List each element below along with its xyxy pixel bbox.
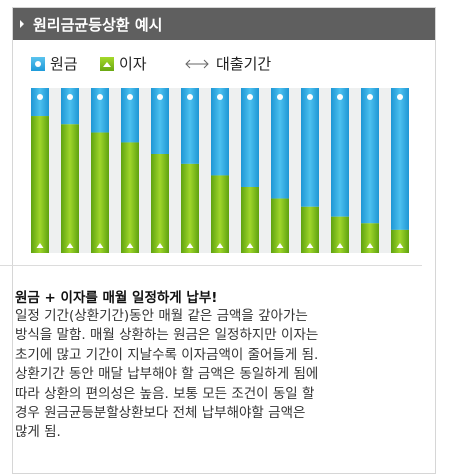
description-line: 상환기간 동안 매달 납부해야 할 금액은 동일하게 됨에 (15, 366, 319, 383)
interest-bar-segment (271, 198, 289, 253)
description-line: 초기에 많고 기간이 지날수록 이자금액이 줄어들게 됨. (15, 346, 319, 363)
principal-bar-segment (271, 88, 289, 199)
interest-bar-segment (361, 223, 379, 253)
principal-dot-icon (97, 94, 103, 100)
principal-dot-icon (187, 94, 193, 100)
bullet-triangle-icon (20, 20, 24, 28)
principal-bar-segment (241, 88, 259, 187)
interest-triangle-icon (306, 243, 314, 248)
legend-item-interest: 이자 (100, 53, 147, 74)
principal-swatch-icon (31, 56, 45, 71)
principal-dot-icon (307, 94, 313, 100)
principal-dot-icon (397, 94, 403, 100)
bar-6 (181, 88, 199, 253)
interest-bar-segment (91, 132, 109, 253)
legend-principal-label: 원금 (50, 55, 78, 73)
principal-bar-segment (361, 88, 379, 224)
principal-bar-segment (331, 88, 349, 217)
panel-title: 원리금균등상환 예시 (33, 16, 163, 34)
interest-bar-segment (31, 116, 49, 253)
panel-header: 원리금균등상환 예시 (13, 8, 435, 40)
principal-bar-segment (391, 88, 409, 230)
description-box: 원금 + 이자를 매월 일정하게 납부! 일정 기간(상환기간)동안 매월 같은… (0, 265, 422, 440)
interest-triangle-icon (66, 243, 74, 248)
principal-bar-segment (181, 88, 199, 164)
legend-interest-label: 이자 (119, 55, 147, 73)
interest-triangle-icon (276, 243, 284, 248)
principal-bar-segment (301, 88, 319, 207)
bar-11 (331, 88, 349, 253)
bar-9 (271, 88, 289, 253)
interest-triangle-icon (246, 243, 254, 248)
principal-bar-segment (31, 88, 49, 117)
description-line: 많게 됨. (15, 424, 61, 441)
description-line: 방식을 말함. 매월 상환하는 원금은 일정하지만 이자는 (15, 327, 319, 344)
principal-bar-segment (121, 88, 139, 143)
interest-triangle-icon (36, 243, 44, 248)
principal-dot-icon (67, 94, 73, 100)
interest-triangle-icon (216, 243, 224, 248)
bar-7 (211, 88, 229, 253)
bar-8 (241, 88, 259, 253)
bar-12 (361, 88, 379, 253)
interest-triangle-icon (156, 243, 164, 248)
description-line: 따라 상환의 편의성은 높음. 보통 모든 조건이 동일 할 (15, 385, 315, 402)
bar-4 (121, 88, 139, 253)
interest-bar-segment (241, 187, 259, 253)
interest-triangle-icon (396, 243, 404, 248)
principal-dot-icon (277, 94, 283, 100)
interest-bar-segment (331, 216, 349, 253)
principal-bar-segment (91, 88, 109, 133)
interest-triangle-icon (366, 243, 374, 248)
interest-triangle-icon (126, 243, 134, 248)
interest-bar-segment (151, 154, 169, 253)
principal-bar-segment (151, 88, 169, 154)
description-line: 일정 기간(상환기간)동안 매월 같은 금액을 갚아가는 (15, 308, 308, 324)
principal-dot-icon (337, 94, 343, 100)
principal-dot-icon (217, 94, 223, 100)
bar-3 (91, 88, 109, 253)
interest-triangle-icon (186, 243, 194, 248)
bar-2 (61, 88, 79, 253)
principal-dot-icon (37, 94, 43, 100)
bar-1 (31, 88, 49, 253)
repayment-bar-chart (31, 88, 409, 253)
principal-dot-icon (157, 94, 163, 100)
interest-swatch-icon (100, 56, 114, 71)
bar-5 (151, 88, 169, 253)
legend-item-period: 대출기간 (184, 53, 271, 74)
bar-13 (391, 88, 409, 253)
interest-bar-segment (121, 142, 139, 253)
interest-bar-segment (181, 163, 199, 253)
double-arrow-icon (185, 59, 209, 68)
interest-bar-segment (211, 175, 229, 253)
legend-period-label: 대출기간 (216, 55, 272, 73)
interest-triangle-icon (96, 243, 104, 248)
principal-dot-icon (367, 94, 373, 100)
principal-bar-segment (61, 88, 79, 125)
description-heading: 원금 + 이자를 매월 일정하게 납부! (15, 290, 218, 306)
principal-bar-segment (211, 88, 229, 176)
principal-dot-icon (247, 94, 253, 100)
interest-bar-segment (391, 229, 409, 253)
interest-bar-segment (61, 124, 79, 253)
bar-10 (301, 88, 319, 253)
interest-bar-segment (301, 206, 319, 253)
interest-triangle-icon (336, 243, 344, 248)
legend-item-principal: 원금 (31, 53, 78, 74)
principal-dot-icon (127, 94, 133, 100)
description-line: 경우 원금균등분할상환보다 전체 납부해야할 금액은 (15, 405, 306, 422)
